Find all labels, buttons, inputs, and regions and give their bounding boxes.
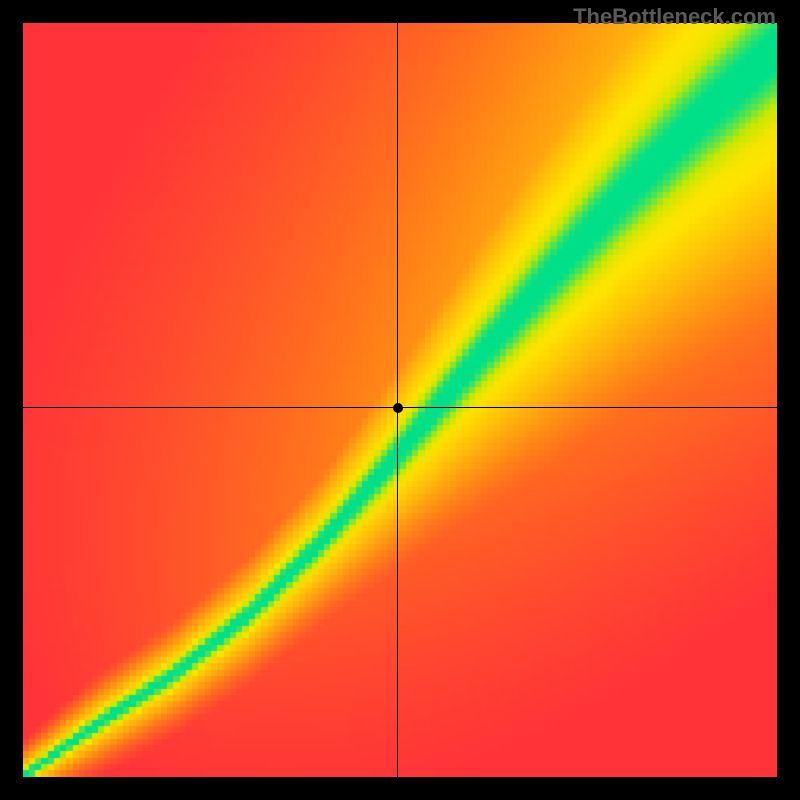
crosshair-point bbox=[393, 403, 403, 413]
watermark-text: TheBottleneck.com bbox=[573, 4, 776, 30]
heatmap-plot bbox=[23, 23, 777, 777]
crosshair-vertical bbox=[397, 23, 398, 777]
heatmap-canvas bbox=[23, 23, 777, 777]
